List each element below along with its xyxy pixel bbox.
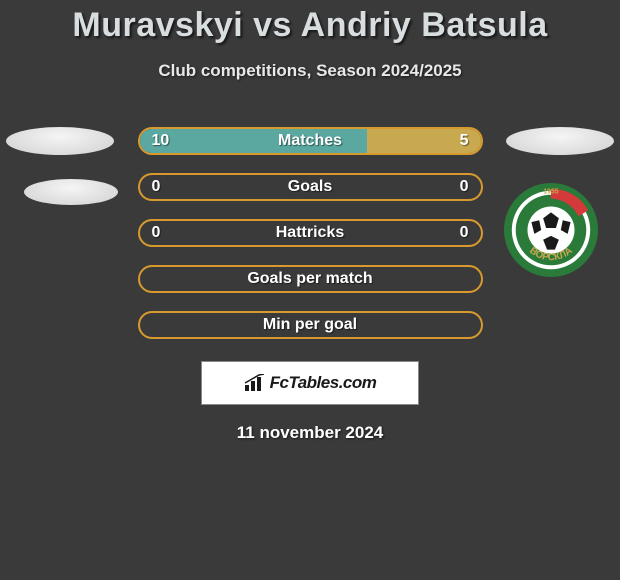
- stat-row: Hattricks0 0: [138, 219, 483, 247]
- stat-rows: Matches105Goals00Hattricks00Goals per ma…: [138, 127, 483, 339]
- stat-row: Goals per match: [138, 265, 483, 293]
- stat-row: Matches10 5: [138, 127, 483, 155]
- comparison-card: Muravskyi vs Andriy Batsula Club competi…: [0, 0, 620, 443]
- subtitle: Club competitions, Season 2024/2025: [0, 61, 620, 81]
- stat-row: Min per goal: [138, 311, 483, 339]
- watermark: FcTables.com: [201, 361, 419, 405]
- stat-value-left: 0: [152, 178, 161, 196]
- stat-label: Min per goal: [140, 316, 481, 334]
- date: 11 november 2024: [0, 423, 620, 443]
- stat-value-right: 0: [460, 178, 469, 196]
- stat-value-right: 0: [460, 224, 469, 242]
- player-left-placeholder-2: [24, 179, 118, 205]
- stat-value-right: 5: [460, 132, 469, 150]
- stats-area: 1955 ВОРСКЛА Matches105Goals00Hattricks0…: [0, 127, 620, 339]
- watermark-chart-icon: [244, 374, 266, 392]
- stat-label: Matches: [140, 132, 481, 150]
- stat-value-left: 10: [152, 132, 170, 150]
- stat-label: Goals: [140, 178, 481, 196]
- stat-value-left: 0: [152, 224, 161, 242]
- club-crest-icon: 1955 ВОРСКЛА: [502, 181, 600, 279]
- stat-label: Hattricks: [140, 224, 481, 242]
- svg-text:1955: 1955: [543, 189, 558, 196]
- stat-label: Goals per match: [140, 270, 481, 288]
- player-left-placeholder-1: [6, 127, 114, 155]
- stat-row: Goals0 0: [138, 173, 483, 201]
- page-title: Muravskyi vs Andriy Batsula: [0, 6, 620, 45]
- player-right-placeholder: [506, 127, 614, 155]
- watermark-text: FcTables.com: [270, 373, 377, 393]
